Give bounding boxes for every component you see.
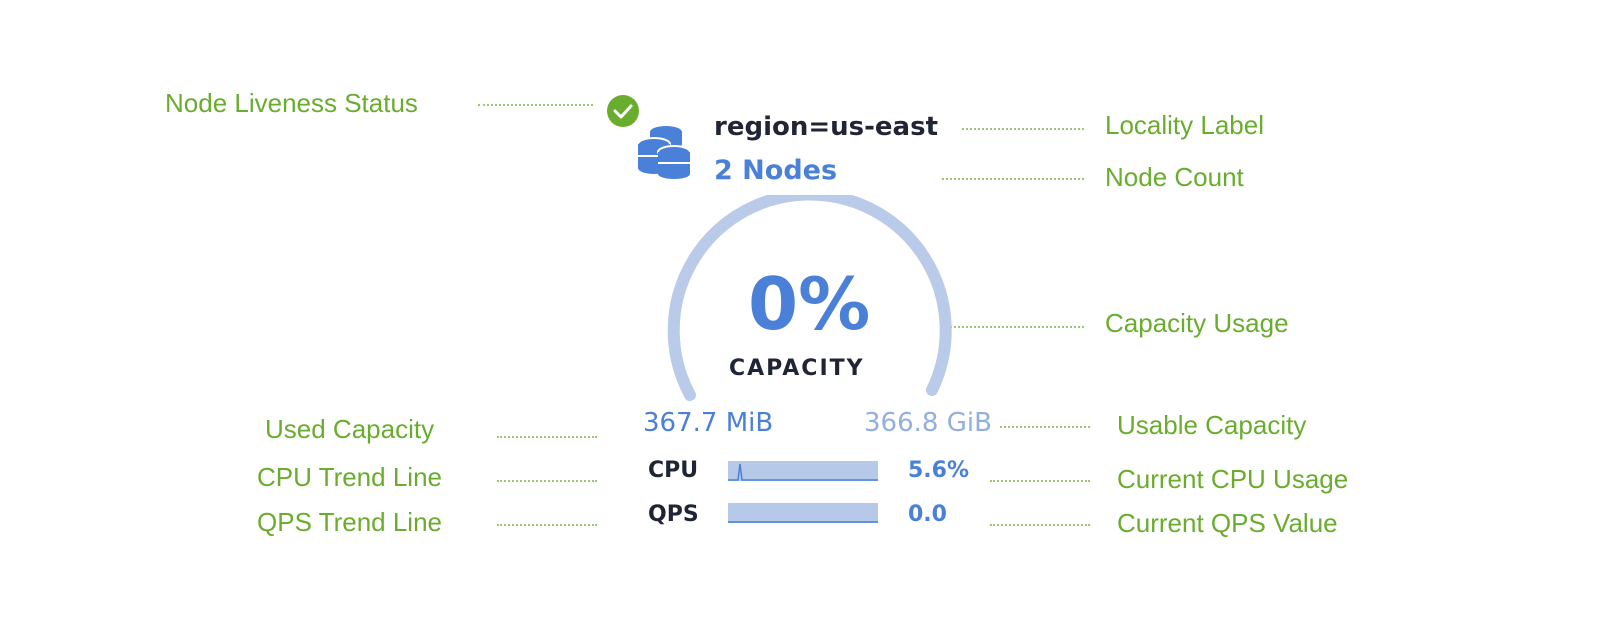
locality-label: region=us-east (714, 112, 938, 142)
node-count[interactable]: 2 Nodes (714, 155, 838, 186)
database-icon (636, 122, 692, 180)
capacity-gauge-track (667, 195, 952, 401)
leader-line (1000, 426, 1090, 428)
annotation-current-qps: Current QPS Value (1117, 508, 1338, 538)
leader-line (942, 326, 1084, 328)
usable-capacity: 366.8 GiB (864, 408, 992, 438)
annotation-liveness: Node Liveness Status (165, 88, 418, 118)
leader-line (962, 128, 1084, 130)
annotation-used-capacity: Used Capacity (265, 414, 435, 444)
qps-value: 0.0 (908, 502, 947, 527)
leader-line (942, 178, 1084, 180)
annotation-cpu-trend: CPU Trend Line (257, 462, 442, 492)
capacity-gauge (667, 195, 952, 401)
used-capacity: 367.7 MiB (643, 408, 774, 438)
annotation-capacity-usage: Capacity Usage (1105, 308, 1289, 338)
annotation-usable-capacity: Usable Capacity (1117, 410, 1307, 440)
capacity-percent: 0% (748, 262, 871, 346)
leader-line (990, 524, 1090, 526)
qps-label: QPS (648, 502, 699, 527)
leader-line (497, 480, 597, 482)
cpu-label: CPU (648, 458, 699, 483)
leader-line (497, 436, 597, 438)
annotation-node-count: Node Count (1105, 162, 1244, 192)
cpu-value: 5.6% (908, 458, 970, 483)
annotation-qps-trend: QPS Trend Line (257, 507, 442, 537)
leader-line (990, 480, 1090, 482)
cpu-sparkline (728, 461, 878, 481)
leader-line (497, 524, 597, 526)
leader-line (478, 104, 593, 106)
capacity-label: CAPACITY (729, 356, 865, 381)
annotation-locality: Locality Label (1105, 110, 1264, 140)
annotation-current-cpu: Current CPU Usage (1117, 464, 1349, 494)
qps-sparkline (728, 503, 878, 523)
liveness-check-icon (606, 94, 640, 128)
